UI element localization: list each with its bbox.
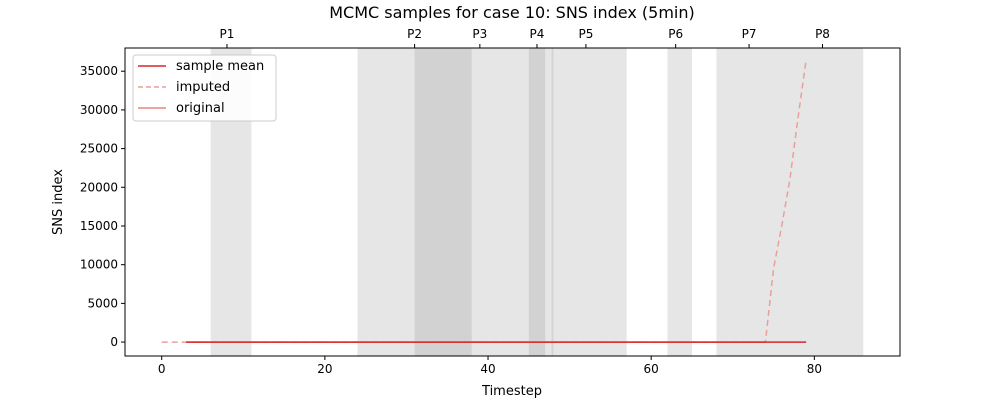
- period-label-p6: P6: [668, 27, 683, 41]
- legend: sample mean imputed original: [132, 54, 277, 122]
- period-label-p7: P7: [742, 27, 757, 41]
- y-tick-label: 0: [110, 335, 118, 349]
- y-axis-label: SNS index: [51, 169, 66, 235]
- legend-box: [132, 54, 277, 122]
- period-label-p2: P2: [407, 27, 422, 41]
- y-tick-label: 30000: [80, 103, 118, 117]
- plot-frame: [124, 47, 901, 357]
- y-tick-label: 10000: [80, 258, 118, 272]
- x-tick-label: 80: [807, 362, 822, 376]
- period-label-p3: P3: [472, 27, 487, 41]
- y-tick-label: 15000: [80, 219, 118, 233]
- period-band-p5: [551, 48, 627, 356]
- legend-label-sample-mean: sample mean: [176, 59, 264, 74]
- period-band-p8: [789, 48, 864, 356]
- period-label-p1: P1: [220, 27, 235, 41]
- x-tick-label: 40: [480, 362, 495, 376]
- period-band-p2: [357, 48, 472, 356]
- period-band-p4: [528, 48, 546, 356]
- period-label-p4: P4: [530, 27, 545, 41]
- period-band-p3: [414, 48, 554, 356]
- legend-label-imputed: imputed: [176, 80, 230, 95]
- period-band-p6: [667, 48, 692, 356]
- period-band-p7: [716, 48, 790, 356]
- y-tick-label: 25000: [80, 142, 118, 156]
- x-tick-label: 60: [644, 362, 659, 376]
- y-tick-label: 5000: [87, 296, 118, 310]
- period-label-p8: P8: [815, 27, 830, 41]
- x-tick-label: 20: [317, 362, 332, 376]
- period-label-p5: P5: [578, 27, 593, 41]
- chart-title: MCMC samples for case 10: SNS index (5mi…: [329, 3, 694, 22]
- y-tick-label: 20000: [80, 180, 118, 194]
- y-tick-label: 35000: [80, 64, 118, 78]
- x-tick-label: 0: [158, 362, 166, 376]
- legend-label-original: original: [176, 101, 225, 116]
- x-axis-label: Timestep: [481, 384, 542, 399]
